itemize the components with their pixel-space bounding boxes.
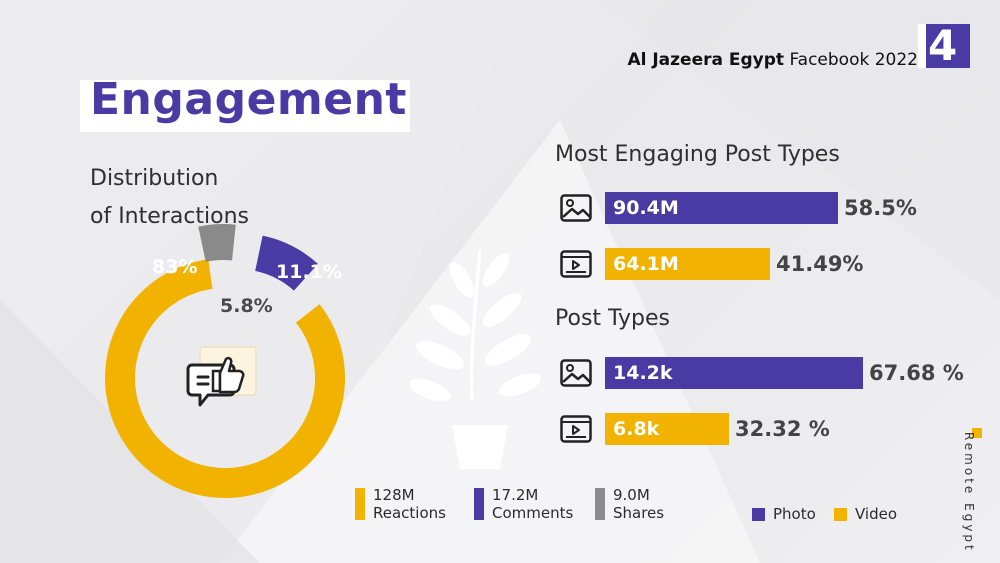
chat-like-icon [186, 345, 258, 417]
legend-swatch-photo [752, 508, 765, 521]
video-icon [560, 415, 592, 443]
photo-icon [560, 194, 592, 222]
donut-label-shares: 5.8% [220, 295, 273, 317]
legend-shares-value: 9.0M [613, 486, 664, 504]
donut-slice-shares [198, 224, 235, 262]
video-icon [560, 250, 592, 278]
posttype-bar-video: 6.8k [605, 413, 729, 445]
most-engaging-title: Most Engaging Post Types [555, 142, 840, 167]
report-title-rest: Facebook 2022 [789, 50, 918, 70]
legend-comments-label: Comments [492, 504, 573, 522]
plant-illustration [410, 240, 560, 470]
legend-reactions-value: 128M [373, 486, 446, 504]
engaging-bar-video: 64.1M [605, 248, 770, 280]
legend-video: Video [834, 505, 897, 523]
legend-reactions-label: Reactions [373, 504, 446, 522]
posttype-pct-photo: 67.68 % [869, 357, 964, 389]
donut-label-comments: 11.1% [276, 261, 342, 283]
legend-swatch-video [834, 508, 847, 521]
brand-vertical-text: Remote Egypt [962, 432, 976, 553]
legend-photo: Photo [752, 505, 816, 523]
legend-swatch-shares [595, 488, 605, 520]
legend-reactions: 128M Reactions [355, 486, 446, 522]
legend-shares-label: Shares [613, 504, 664, 522]
legend-photo-label: Photo [773, 505, 816, 523]
posttype-pct-video: 32.32 % [735, 413, 830, 445]
distribution-title-line1: Distribution [90, 160, 249, 198]
legend-shares: 9.0M Shares [595, 486, 664, 522]
engaging-pct-photo: 58.5% [844, 192, 917, 224]
page-title: Engagement [90, 74, 407, 125]
legend-swatch-reactions [355, 488, 365, 520]
report-title-bold: Al Jazeera Egypt [627, 50, 784, 70]
posttype-bar-photo: 14.2k [605, 357, 863, 389]
donut-label-reactions: 83% [152, 256, 197, 278]
engaging-pct-video: 41.49% [776, 248, 863, 280]
photo-icon [560, 359, 592, 387]
legend-comments-value: 17.2M [492, 486, 573, 504]
post-types-title: Post Types [555, 306, 670, 331]
report-title: Al Jazeera Egypt Facebook 2022 [627, 50, 918, 70]
legend-comments: 17.2M Comments [474, 486, 573, 522]
engaging-bar-photo: 90.4M [605, 192, 838, 224]
legend-swatch-comments [474, 488, 484, 520]
legend-video-label: Video [855, 505, 897, 523]
page-number-badge: 4 [926, 24, 970, 68]
